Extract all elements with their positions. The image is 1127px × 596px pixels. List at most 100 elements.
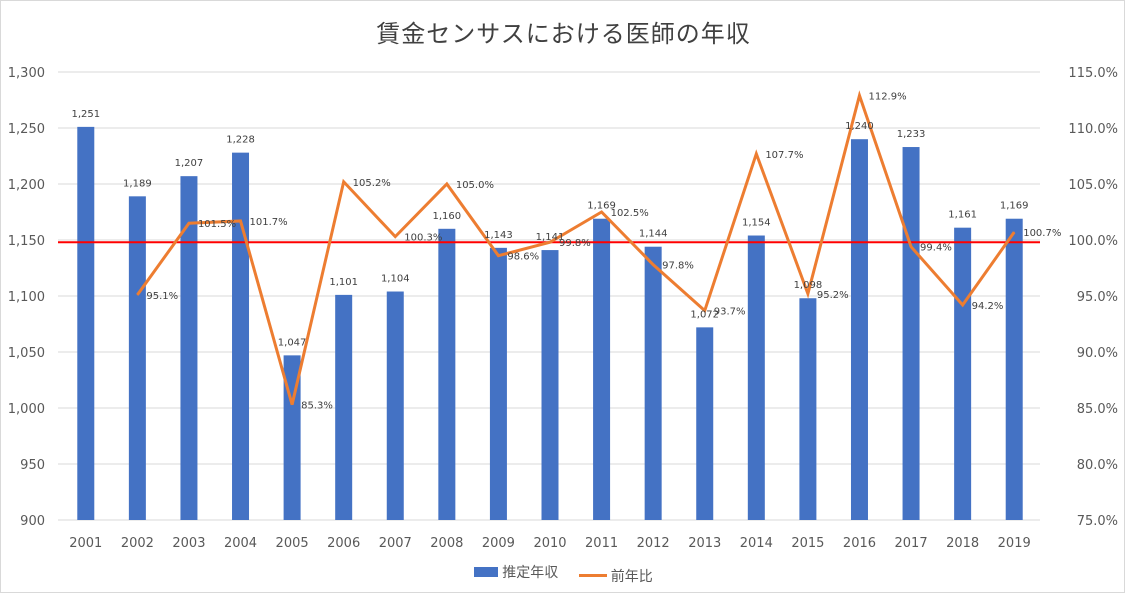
line-data-label: 112.9% bbox=[868, 92, 906, 103]
bar-data-label: 1,144 bbox=[639, 229, 668, 240]
bar-series bbox=[77, 126, 1023, 521]
line-data-label: 98.6% bbox=[507, 252, 539, 263]
bar-data-label: 1,101 bbox=[329, 277, 358, 288]
line-point bbox=[394, 236, 396, 238]
left-tick-label: 900 bbox=[20, 514, 45, 529]
bar-data-labels: 1,251 1,189 1,207 1,228 1,047 1,101 1,104 1,160… bbox=[71, 109, 1028, 348]
line-point bbox=[240, 220, 242, 222]
line-data-label: 99.8% bbox=[559, 238, 591, 249]
bar bbox=[644, 246, 662, 520]
line-point bbox=[910, 246, 912, 248]
left-tick-label: 1,050 bbox=[8, 346, 45, 361]
right-tick-label: 105.0% bbox=[1068, 178, 1118, 193]
bar bbox=[489, 247, 507, 520]
line-data-label: 94.2% bbox=[972, 301, 1004, 312]
line-data-label: 93.7% bbox=[714, 307, 746, 318]
bar-data-label: 1,251 bbox=[71, 109, 100, 120]
line-data-label: 99.4% bbox=[920, 243, 952, 254]
bar bbox=[77, 126, 95, 520]
line-series bbox=[136, 90, 1016, 406]
right-axis-ticks: 75.0% 80.0% 85.0% 90.0% 95.0% 100.0% 105.0% 110… bbox=[1068, 66, 1118, 529]
x-tick-label: 2001 bbox=[69, 536, 102, 551]
line-point bbox=[652, 264, 654, 266]
bar-data-label: 1,169 bbox=[587, 201, 616, 212]
left-tick-label: 1,100 bbox=[8, 290, 45, 305]
bar-data-label: 1,189 bbox=[123, 178, 152, 189]
bar bbox=[593, 218, 611, 520]
bar-data-label: 1,160 bbox=[433, 211, 462, 222]
legend-label-line: 前年比 bbox=[610, 568, 653, 585]
x-tick-label: 2011 bbox=[585, 536, 618, 551]
line-data-label: 85.3% bbox=[301, 401, 333, 412]
line-data-label: 95.2% bbox=[817, 290, 849, 301]
right-tick-label: 85.0% bbox=[1077, 402, 1118, 417]
legend-item-bar[interactable]: 推定年収 bbox=[474, 562, 558, 582]
line-data-label: 100.3% bbox=[404, 233, 442, 244]
x-tick-label: 2013 bbox=[688, 536, 721, 551]
line-point bbox=[136, 294, 138, 296]
bar bbox=[438, 228, 456, 521]
line-data-label: 95.1% bbox=[146, 291, 178, 302]
right-tick-label: 110.0% bbox=[1068, 122, 1118, 137]
line-path bbox=[136, 90, 1016, 406]
bar-data-label: 1,141 bbox=[536, 232, 565, 243]
left-tick-label: 950 bbox=[20, 458, 45, 473]
chart-title: 賃金センサスにおける医師の年収 bbox=[376, 20, 751, 48]
bar-data-label: 1,161 bbox=[948, 210, 977, 221]
bar-data-label: 1,143 bbox=[484, 230, 513, 241]
line-point bbox=[755, 153, 757, 155]
bar bbox=[799, 298, 817, 520]
bar-data-label: 1,098 bbox=[794, 280, 823, 291]
line-data-label: 107.7% bbox=[765, 150, 803, 161]
line-point bbox=[343, 181, 345, 183]
x-tick-label: 2003 bbox=[172, 536, 205, 551]
x-tick-label: 2016 bbox=[843, 536, 876, 551]
x-tick-label: 2004 bbox=[224, 536, 257, 551]
line-data-label: 101.7% bbox=[250, 217, 288, 228]
bar-data-label: 1,169 bbox=[1000, 201, 1029, 212]
left-tick-label: 1,000 bbox=[8, 402, 45, 417]
x-tick-label: 2017 bbox=[895, 536, 928, 551]
line-point bbox=[807, 293, 809, 295]
legend: 推定年収 前年比 bbox=[0, 562, 1127, 586]
x-axis-ticks: 2001 2002 2003 2004 2005 2006 2007 2008 2009 2010… bbox=[69, 536, 1031, 551]
bar bbox=[850, 139, 868, 520]
legend-swatch-line bbox=[578, 574, 607, 577]
left-tick-label: 1,200 bbox=[8, 178, 45, 193]
bar bbox=[954, 227, 972, 520]
line-data-label: 100.7% bbox=[1023, 228, 1061, 239]
x-tick-label: 2006 bbox=[327, 536, 360, 551]
line-point bbox=[1013, 231, 1015, 233]
line-point bbox=[549, 241, 551, 243]
right-tick-label: 80.0% bbox=[1077, 458, 1118, 473]
line-point bbox=[704, 310, 706, 312]
bar-data-label: 1,072 bbox=[690, 309, 719, 320]
line-point bbox=[962, 304, 964, 306]
line-data-label: 105.2% bbox=[353, 178, 391, 189]
bar bbox=[335, 294, 353, 520]
right-tick-label: 75.0% bbox=[1077, 514, 1118, 529]
x-tick-label: 2018 bbox=[946, 536, 979, 551]
line-point bbox=[188, 222, 190, 224]
x-tick-label: 2007 bbox=[379, 536, 412, 551]
x-tick-label: 2014 bbox=[740, 536, 773, 551]
line-point bbox=[601, 211, 603, 213]
left-tick-label: 1,250 bbox=[8, 122, 45, 137]
bar bbox=[696, 327, 714, 520]
line-data-label: 102.5% bbox=[611, 208, 649, 219]
legend-item-line[interactable]: 前年比 bbox=[578, 566, 653, 586]
legend-swatch-bar bbox=[474, 567, 499, 577]
x-tick-label: 2010 bbox=[533, 536, 566, 551]
x-tick-label: 2009 bbox=[482, 536, 515, 551]
bar bbox=[541, 250, 559, 520]
bar bbox=[180, 176, 198, 520]
x-tick-label: 2015 bbox=[791, 536, 824, 551]
bar bbox=[747, 235, 765, 520]
x-tick-label: 2005 bbox=[276, 536, 309, 551]
right-tick-label: 90.0% bbox=[1077, 346, 1118, 361]
bar bbox=[1005, 218, 1023, 520]
bar bbox=[902, 147, 920, 521]
gridlines bbox=[58, 71, 1040, 521]
